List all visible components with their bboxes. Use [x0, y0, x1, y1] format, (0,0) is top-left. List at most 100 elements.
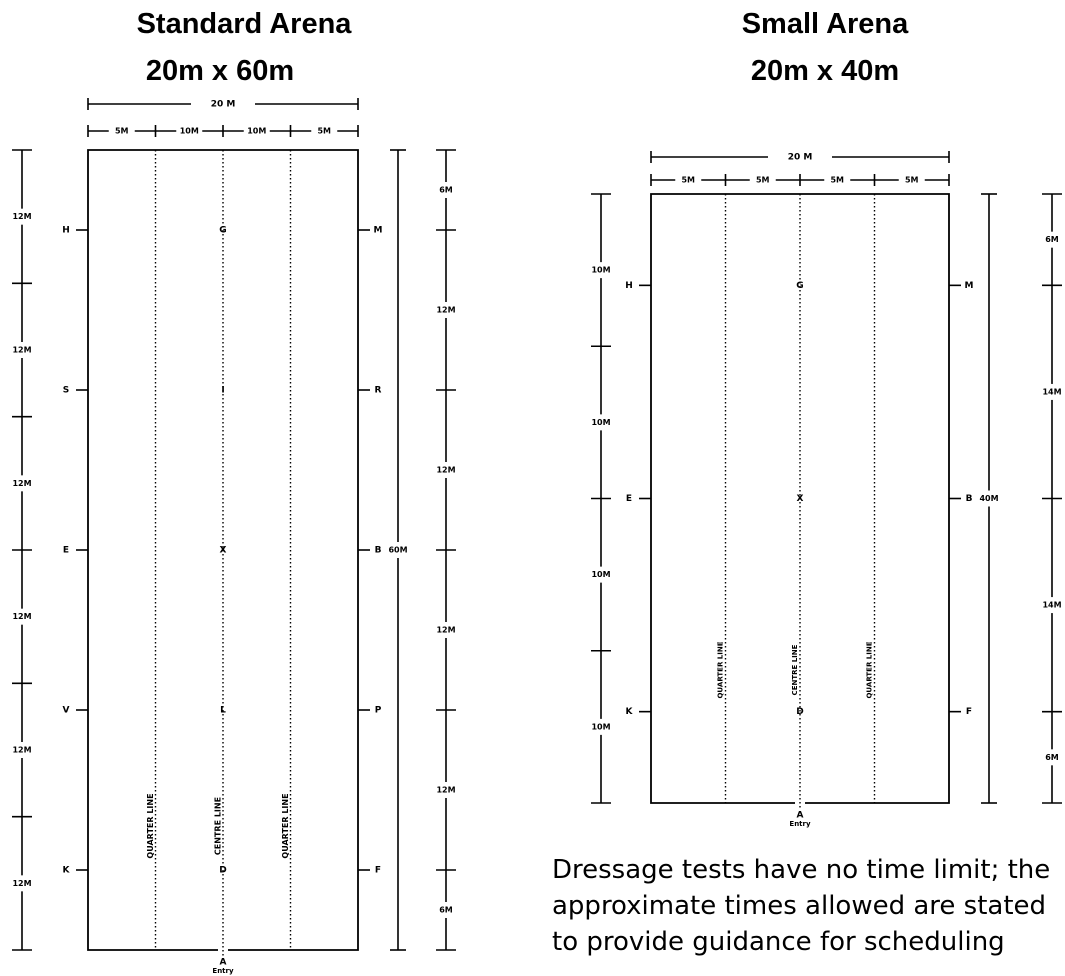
standard-right-scale-label: 6M: [439, 186, 453, 195]
small-line-label: QUARTER LINE: [866, 641, 874, 698]
standard-left-scale-label: 12M: [12, 212, 31, 221]
standard-letter-right: M: [374, 226, 383, 236]
standard-letter-centre: D: [219, 866, 226, 876]
small-left-scale-label-bg: [587, 718, 615, 735]
standard-letter-left: S: [63, 386, 69, 396]
small-letter-right: M: [965, 281, 974, 291]
small-letter-left: K: [626, 707, 634, 717]
small-division-label: 5M: [756, 176, 770, 185]
standard-line-label: CENTRE LINE: [214, 797, 223, 855]
standard-arena-dimensions: 20m x 60m: [145, 55, 295, 87]
standard-arena-title: Standard Arena: [136, 8, 352, 40]
standard-letter-entry: A: [220, 958, 227, 968]
standard-left-scale-label: 12M: [12, 612, 31, 621]
standard-left-scale-label-bg: [8, 342, 36, 358]
small-right-scale-label: 6M: [1045, 235, 1059, 244]
small-right-scale-label: 6M: [1045, 753, 1059, 762]
standard-right-scale-label-bg: [432, 622, 460, 638]
standard-division-label-bg: [243, 125, 270, 137]
note-line-3: to provide guidance for scheduling: [552, 927, 1005, 957]
small-left-scale-label-bg: [587, 566, 615, 583]
standard-line-label: QUARTER LINE: [146, 793, 155, 858]
small-division-label-bg: [675, 174, 702, 186]
small-right-scale-label-bg: [1038, 383, 1065, 400]
standard-length-label-bg: [386, 542, 410, 558]
small-entry-label: Entry: [789, 820, 811, 828]
standard-letter-right: B: [375, 546, 382, 556]
standard-width-label: 20 M: [211, 100, 236, 110]
small-division-label: 5M: [830, 176, 844, 185]
standard-letter-right: F: [375, 866, 381, 876]
small-right-scale-label: 14M: [1042, 601, 1061, 610]
small-left-scale-label: 10M: [591, 418, 610, 427]
standard-division-label-bg: [176, 125, 203, 137]
small-division-label-bg: [749, 174, 776, 186]
standard-right-scale-label-bg: [432, 782, 460, 798]
standard-right-scale-label: 12M: [436, 786, 455, 795]
standard-right-scale-label-bg: [432, 182, 460, 198]
standard-left-scale-label-bg: [8, 208, 36, 225]
standard-length-label: 60M: [388, 546, 407, 555]
standard-letter-left: K: [63, 866, 71, 876]
standard-left-scale-label: 12M: [12, 746, 31, 755]
standard-letter-left: E: [63, 546, 69, 556]
small-letter-centre: G: [796, 281, 803, 291]
standard-letter-right: P: [375, 706, 382, 716]
small-left-scale-label-bg: [587, 262, 615, 279]
standard-left-scale-label-bg: [8, 475, 36, 492]
small-length-label: 40M: [979, 494, 998, 503]
standard-division-label-bg: [108, 125, 135, 137]
standard-left-scale-label-bg: [8, 875, 36, 892]
small-letter-right: B: [966, 494, 973, 504]
standard-letter-centre: X: [220, 546, 227, 556]
standard-letter-centre: L: [220, 706, 226, 716]
small-right-scale-label-bg: [1038, 597, 1065, 614]
small-letter-centre: D: [796, 707, 803, 717]
small-left-scale-label: 10M: [591, 722, 610, 731]
standard-left-scale-label: 12M: [12, 879, 31, 888]
standard-letter-centre: I: [221, 386, 224, 396]
small-letter-left: H: [625, 281, 633, 291]
small-division-label-bg: [824, 174, 851, 186]
small-width-label-bg: [768, 151, 832, 163]
small-letter-left: E: [626, 494, 632, 504]
standard-left-scale-label-bg: [8, 742, 36, 758]
small-division-label: 5M: [681, 176, 695, 185]
standard-left-scale-label: 12M: [12, 346, 31, 355]
standard-letter-right: R: [375, 386, 382, 396]
standard-left-scale-label: 12M: [12, 479, 31, 488]
small-left-scale-label-bg: [587, 414, 615, 431]
note-line-1: Dressage tests have no time limit; the: [552, 855, 1051, 885]
standard-right-scale-label: 12M: [436, 626, 455, 635]
standard-division-label: 10M: [247, 127, 266, 136]
standard-division-label: 10M: [180, 127, 199, 136]
standard-right-scale-label-bg: [432, 902, 460, 918]
small-line-label: CENTRE LINE: [791, 644, 799, 695]
small-letter-entry: A: [797, 811, 804, 821]
small-right-scale-label: 14M: [1042, 387, 1061, 396]
standard-left-scale-label-bg: [8, 608, 36, 625]
standard-division-label: 5M: [317, 127, 331, 136]
standard-right-scale-label-bg: [432, 302, 460, 318]
standard-line-label: QUARTER LINE: [281, 793, 290, 858]
standard-division-label: 5M: [115, 127, 129, 136]
standard-right-scale-label-bg: [432, 462, 460, 478]
standard-letter-left: V: [63, 706, 70, 716]
note-line-2: approximate times allowed are stated: [552, 891, 1047, 921]
standard-right-scale-label: 6M: [439, 906, 453, 915]
small-length-label-bg: [977, 490, 1001, 507]
standard-right-scale-label: 12M: [436, 466, 455, 475]
small-left-scale-label: 10M: [591, 570, 610, 579]
small-letter-centre: X: [797, 494, 804, 504]
small-division-label-bg: [898, 174, 925, 186]
small-width-label: 20 M: [788, 153, 813, 163]
standard-right-scale-label: 12M: [436, 306, 455, 315]
standard-division-label-bg: [311, 125, 338, 137]
small-arena-dimensions: 20m x 40m: [750, 55, 900, 87]
standard-entry-label: Entry: [212, 967, 234, 975]
small-division-label: 5M: [905, 176, 919, 185]
small-arena-title: Small Arena: [741, 8, 909, 40]
small-letter-right: F: [966, 707, 972, 717]
small-line-label: QUARTER LINE: [717, 641, 725, 698]
small-left-scale-label: 10M: [591, 266, 610, 275]
